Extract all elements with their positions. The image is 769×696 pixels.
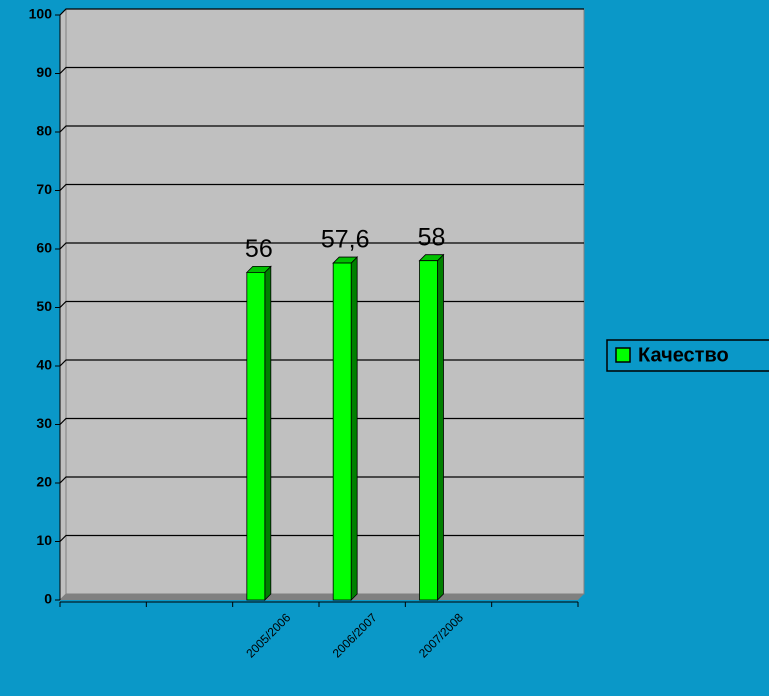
grid-line xyxy=(59,125,584,133)
data-label: 57,6 xyxy=(321,226,370,254)
grid-line xyxy=(59,300,584,308)
grid-line xyxy=(59,66,584,74)
grid-line xyxy=(59,417,584,425)
bar xyxy=(246,271,266,601)
grid-line xyxy=(59,183,584,191)
grid-line xyxy=(59,8,584,16)
bar-side xyxy=(350,256,358,601)
grid-line xyxy=(59,359,584,367)
y-tick-label: 90 xyxy=(36,64,52,80)
y-tick-label: 100 xyxy=(29,6,53,22)
legend-swatch xyxy=(615,347,631,363)
bar xyxy=(419,260,438,601)
grid-line xyxy=(59,476,584,484)
y-tick-label: 50 xyxy=(36,298,52,314)
plot-floor xyxy=(60,594,584,600)
legend-box xyxy=(606,339,769,372)
y-tick-label: 60 xyxy=(36,240,52,256)
bar-side xyxy=(437,253,444,601)
data-label: 56 xyxy=(245,235,273,263)
x-tick-label: 2007/2008 xyxy=(416,610,466,660)
bar-side xyxy=(264,265,272,601)
bar xyxy=(332,262,352,601)
y-tick-label: 40 xyxy=(36,357,52,373)
x-tick-label: 2005/2006 xyxy=(243,610,293,660)
x-tick-label: 2006/2007 xyxy=(330,610,380,660)
grid-line xyxy=(59,534,584,542)
grid-line xyxy=(59,242,584,250)
y-tick-label: 70 xyxy=(36,181,52,197)
y-tick-label: 80 xyxy=(36,123,52,139)
data-label: 58 xyxy=(418,223,446,251)
y-tick-label: 0 xyxy=(44,591,52,607)
y-tick-label: 10 xyxy=(36,532,52,548)
legend-label: Качество xyxy=(638,344,729,366)
y-tick-label: 30 xyxy=(36,415,52,431)
y-tick-label: 20 xyxy=(36,474,52,490)
